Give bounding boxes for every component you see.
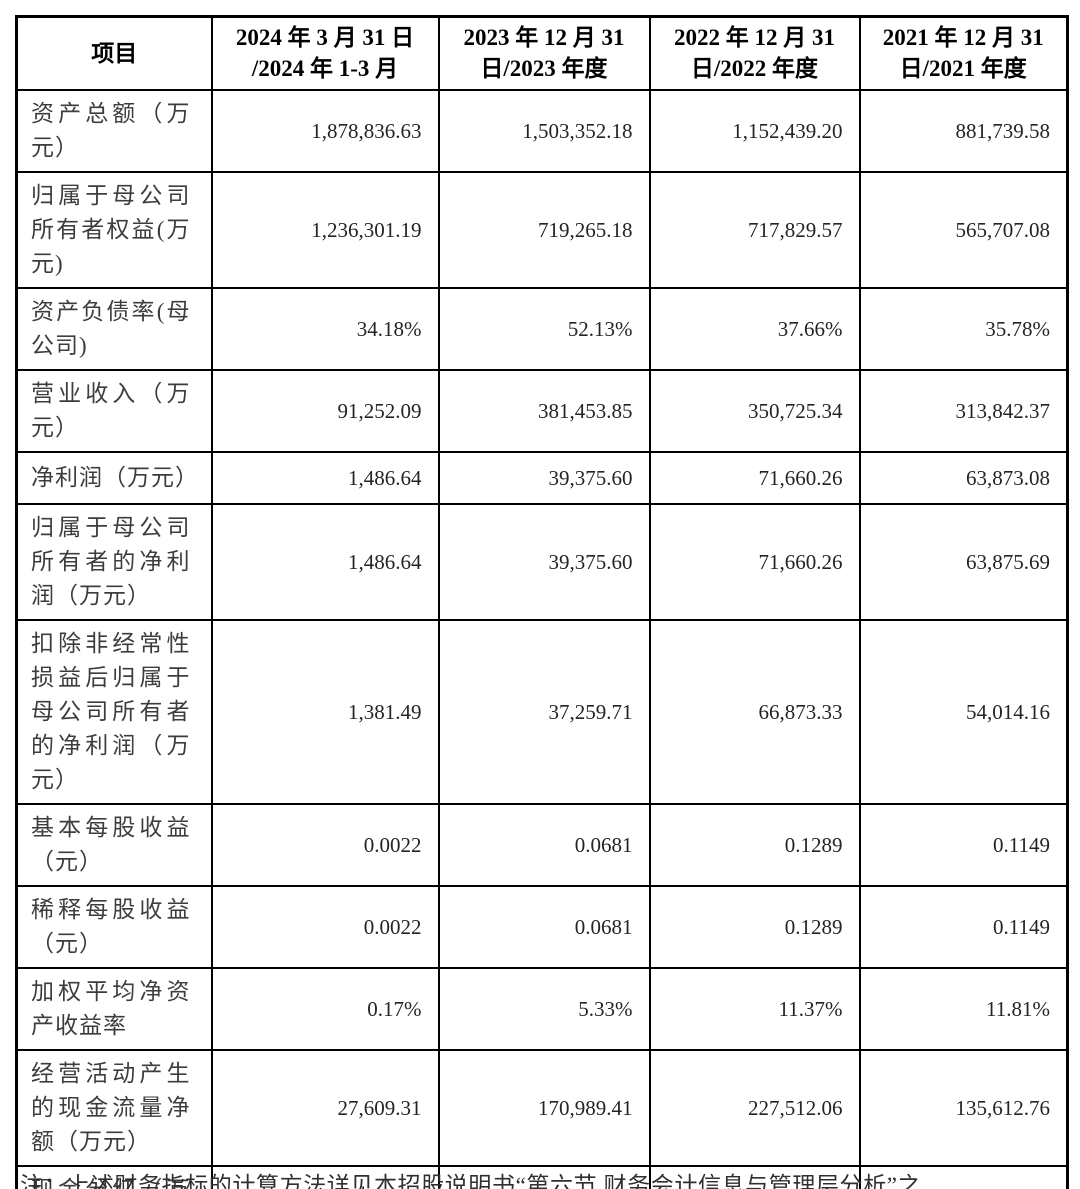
row-label: 扣除非经常性损益后归属于母公司所有者的净利润（万元） bbox=[15, 618, 213, 805]
value-cell: 881,739.58 bbox=[858, 88, 1069, 173]
value-cell: - bbox=[210, 1164, 440, 1189]
header-cell-period-2021: 2021 年 12 月 31 日/2021 年度 bbox=[858, 15, 1069, 91]
value-cell: 63,873.08 bbox=[858, 450, 1069, 505]
table-row-cash-dividend: 现金分红（万元） - 50,000.00 - - bbox=[15, 1164, 1069, 1189]
value-cell: 39,375.60 bbox=[437, 502, 651, 621]
header-period-line: 日/2021 年度 bbox=[899, 56, 1027, 82]
footnote-text: 注：上述财务指标的计算方法详见本招股说明书“第六节 财务会计信息与管理层分析”之 bbox=[20, 1173, 922, 1189]
value-cell: 1,152,439.20 bbox=[648, 88, 861, 173]
value-cell: 91,252.09 bbox=[210, 368, 440, 453]
value-cell: 50,000.00 bbox=[437, 1164, 651, 1189]
value-cell: 227,512.06 bbox=[648, 1048, 861, 1167]
value-cell: 381,453.85 bbox=[437, 368, 651, 453]
value-cell: 0.0022 bbox=[210, 802, 440, 887]
header-item-label: 项目 bbox=[91, 40, 138, 66]
value-cell: 66,873.33 bbox=[648, 618, 861, 805]
value-cell: - bbox=[858, 1164, 1069, 1189]
row-label: 净利润（万元） bbox=[15, 450, 213, 505]
table-row-weighted-roe: 加权平均净资产收益率 0.17% 5.33% 11.37% 11.81% bbox=[15, 966, 1069, 1051]
value-cell: 1,236,301.19 bbox=[210, 170, 440, 289]
table-row-basic-eps: 基本每股收益（元） 0.0022 0.0681 0.1289 0.1149 bbox=[15, 802, 1069, 887]
value-cell: 313,842.37 bbox=[858, 368, 1069, 453]
header-cell-period-2023: 2023 年 12 月 31 日/2023 年度 bbox=[437, 15, 651, 91]
value-cell: 1,381.49 bbox=[210, 618, 440, 805]
value-cell: 52.13% bbox=[437, 286, 651, 371]
value-cell: 27,609.31 bbox=[210, 1048, 440, 1167]
value-cell: 717,829.57 bbox=[648, 170, 861, 289]
value-cell: 54,014.16 bbox=[858, 618, 1069, 805]
row-label: 资产负债率(母公司) bbox=[15, 286, 213, 371]
header-cell-item: 项目 bbox=[15, 15, 213, 91]
value-cell: 0.0681 bbox=[437, 884, 651, 969]
table-row-deducted-net-profit: 扣除非经常性损益后归属于母公司所有者的净利润（万元） 1,381.49 37,2… bbox=[15, 618, 1069, 805]
table-row-total-assets: 资产总额（万元） 1,878,836.63 1,503,352.18 1,152… bbox=[15, 88, 1069, 173]
table-row-operating-cash-flow: 经营活动产生的现金流量净额（万元） 27,609.31 170,989.41 2… bbox=[15, 1048, 1069, 1167]
value-cell: 63,875.69 bbox=[858, 502, 1069, 621]
table-row-debt-ratio: 资产负债率(母公司) 34.18% 52.13% 37.66% 35.78% bbox=[15, 286, 1069, 371]
value-cell: 37.66% bbox=[648, 286, 861, 371]
row-label: 归属于母公司所有者的净利润（万元） bbox=[15, 502, 213, 621]
value-cell: 5.33% bbox=[437, 966, 651, 1051]
value-cell: 565,707.08 bbox=[858, 170, 1069, 289]
financial-indicators-table: 项目 2024 年 3 月 31 日 /2024 年 1-3 月 2023 年 … bbox=[15, 15, 1069, 1189]
value-cell: 34.18% bbox=[210, 286, 440, 371]
row-label: 经营活动产生的现金流量净额（万元） bbox=[15, 1048, 213, 1167]
value-cell: 0.1289 bbox=[648, 884, 861, 969]
row-label: 资产总额（万元） bbox=[15, 88, 213, 173]
value-cell: 0.0022 bbox=[210, 884, 440, 969]
header-cell-period-2024: 2024 年 3 月 31 日 /2024 年 1-3 月 bbox=[210, 15, 440, 91]
value-cell: 0.0681 bbox=[437, 802, 651, 887]
row-label: 营业收入（万元） bbox=[15, 368, 213, 453]
value-cell: - bbox=[648, 1164, 861, 1189]
value-cell: 1,878,836.63 bbox=[210, 88, 440, 173]
table-row-net-profit: 净利润（万元） 1,486.64 39,375.60 71,660.26 63,… bbox=[15, 450, 1069, 505]
value-cell: 0.17% bbox=[210, 966, 440, 1051]
value-cell: 0.1149 bbox=[858, 802, 1069, 887]
value-cell: 11.37% bbox=[648, 966, 861, 1051]
table-header-row: 项目 2024 年 3 月 31 日 /2024 年 1-3 月 2023 年 … bbox=[15, 15, 1069, 91]
header-period-line: /2024 年 1-3 月 bbox=[251, 56, 399, 82]
header-period-line: 2021 年 12 月 31 bbox=[882, 25, 1044, 51]
value-cell: 350,725.34 bbox=[648, 368, 861, 453]
row-label: 加权平均净资产收益率 bbox=[15, 966, 213, 1051]
row-label: 基本每股收益（元） bbox=[15, 802, 213, 887]
header-cell-period-2022: 2022 年 12 月 31 日/2022 年度 bbox=[648, 15, 861, 91]
header-period-line: 2023 年 12 月 31 bbox=[463, 25, 625, 51]
value-cell: 1,486.64 bbox=[210, 502, 440, 621]
value-cell: 37,259.71 bbox=[437, 618, 651, 805]
row-label: 现金分红（万元） bbox=[15, 1164, 213, 1189]
header-period-line: 2024 年 3 月 31 日 bbox=[235, 25, 415, 51]
value-cell: 0.1289 bbox=[648, 802, 861, 887]
value-cell: 170,989.41 bbox=[437, 1048, 651, 1167]
row-label: 归属于母公司所有者权益(万元) bbox=[15, 170, 213, 289]
value-cell: 719,265.18 bbox=[437, 170, 651, 289]
table-row-operating-revenue: 营业收入（万元） 91,252.09 381,453.85 350,725.34… bbox=[15, 368, 1069, 453]
table-row-parent-equity: 归属于母公司所有者权益(万元) 1,236,301.19 719,265.18 … bbox=[15, 170, 1069, 289]
value-cell: 71,660.26 bbox=[648, 450, 861, 505]
value-cell: 1,503,352.18 bbox=[437, 88, 651, 173]
table-row-parent-net-profit: 归属于母公司所有者的净利润（万元） 1,486.64 39,375.60 71,… bbox=[15, 502, 1069, 621]
value-cell: 11.81% bbox=[858, 966, 1069, 1051]
value-cell: 35.78% bbox=[858, 286, 1069, 371]
value-cell: 1,486.64 bbox=[210, 450, 440, 505]
value-cell: 135,612.76 bbox=[858, 1048, 1069, 1167]
table-row-diluted-eps: 稀释每股收益（元） 0.0022 0.0681 0.1289 0.1149 bbox=[15, 884, 1069, 969]
header-period-line: 日/2023 年度 bbox=[480, 56, 608, 82]
header-period-line: 2022 年 12 月 31 bbox=[674, 25, 835, 51]
value-cell: 39,375.60 bbox=[437, 450, 651, 505]
row-label: 稀释每股收益（元） bbox=[15, 884, 213, 969]
value-cell: 0.1149 bbox=[858, 884, 1069, 969]
header-period-line: 日/2022 年度 bbox=[690, 56, 819, 82]
value-cell: 71,660.26 bbox=[648, 502, 861, 621]
